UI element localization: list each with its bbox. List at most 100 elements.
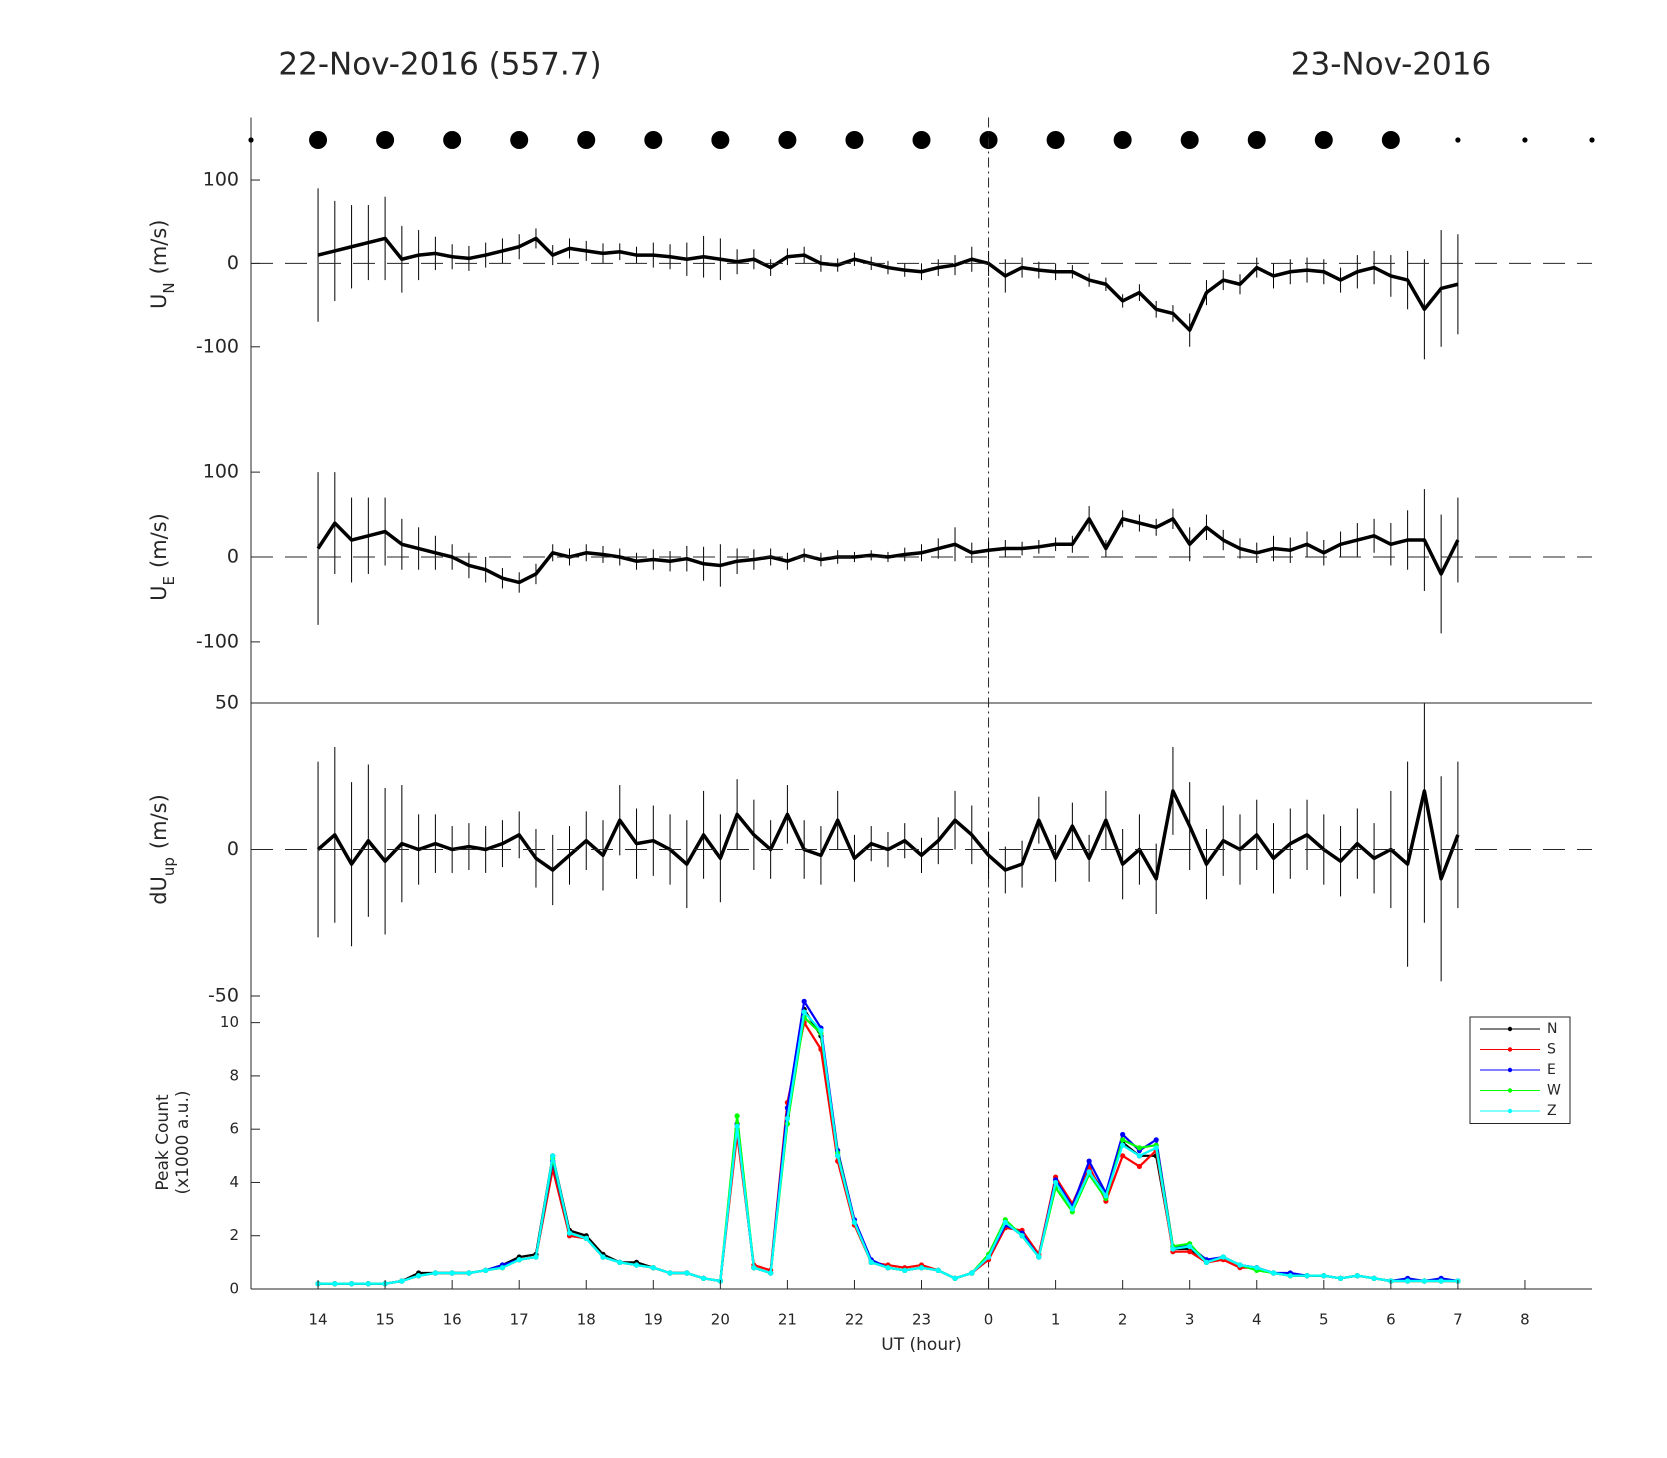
series-point [650,1265,656,1271]
plot-area [316,703,1460,982]
hour-dot [510,131,529,149]
legend-marker [1507,1108,1513,1114]
y-tick-label: -100 [196,335,239,357]
y-tick-label: 8 [229,1066,239,1084]
x-tick-label: 23 [912,1311,931,1329]
x-tick-label: 6 [1386,1311,1396,1329]
x-tick-label: 18 [577,1311,596,1329]
hour-dot [845,131,864,149]
series-point [348,1281,355,1287]
series-line [318,1016,1458,1285]
series-point [566,1230,573,1236]
legend-label: N [1547,1021,1557,1037]
y-tick-label: 10 [220,1013,239,1031]
hour-dot [1455,137,1461,143]
series-point [1153,1137,1159,1143]
series-point [1321,1273,1327,1279]
series-point [617,1259,623,1265]
hour-dot [1522,137,1528,143]
series-point [1170,1246,1176,1252]
series-point [633,1262,640,1268]
legend-label: E [1547,1062,1556,1078]
x-tick-label: 15 [376,1311,395,1329]
series-point [1002,1219,1008,1226]
data-line [317,236,1459,332]
y-label-sub: up [160,857,178,876]
data-line [316,517,1460,585]
y-tick-label: 0 [229,1280,239,1298]
series-point [1187,1243,1193,1249]
series-line [318,1000,1459,1285]
hour-dot [711,131,730,149]
series-point [885,1265,891,1271]
series-point [684,1270,690,1276]
y-axis-label: dUup (m/s) [147,794,178,905]
series-point [1120,1153,1126,1159]
hour-dot [248,137,254,143]
y-axis-label: UE (m/s) [147,513,178,601]
legend-label: S [1547,1042,1556,1058]
hour-dot [778,131,797,149]
x-tick-label: 17 [510,1311,529,1329]
y-label-sub: E [160,576,178,585]
series-point [985,1254,992,1260]
series-line [318,1008,1458,1285]
series-point [1304,1273,1310,1279]
series-point [1220,1254,1226,1260]
series-point [700,1275,707,1281]
x-axis-label: UT (hour) [881,1335,961,1355]
y-label-unit: (m/s) [147,794,171,849]
x-tick-label: 1 [1051,1311,1061,1329]
hour-dot [443,131,462,149]
x-tick-label: 21 [778,1311,797,1329]
y-tick-label: 0 [227,838,239,860]
series-point [868,1259,874,1265]
series-point [1270,1270,1277,1276]
y-tick-label: 100 [203,169,239,191]
hour-dot [912,131,931,149]
series-point [784,1115,791,1122]
hour-dot [1046,131,1065,149]
y-tick-label: 4 [229,1173,239,1191]
y-tick-label: 50 [215,692,239,714]
hour-dot [644,131,663,149]
series-point [416,1273,422,1279]
series-point [399,1278,405,1284]
x-tick-label: 20 [711,1311,730,1329]
series-point [1203,1259,1210,1265]
series-point [332,1281,338,1287]
y-label-main: U [147,294,171,309]
series-point [1405,1278,1411,1284]
series-point [1337,1275,1344,1281]
y-axis-label: UN (m/s) [147,220,178,309]
y-tick-label: -100 [196,630,239,652]
series-point [1136,1153,1143,1159]
legend-label: W [1547,1083,1561,1099]
legend-label: Z [1547,1103,1557,1119]
series-point [1069,1206,1075,1212]
hour-dot [1314,131,1333,149]
series-point [902,1267,908,1273]
x-tick-label: 4 [1252,1311,1262,1329]
series-point [969,1270,975,1276]
x-tick-label: 16 [443,1311,462,1329]
series-point [1438,1278,1444,1284]
series-point [818,1028,824,1034]
series-line [318,1010,1458,1285]
y-axis-label: (x1000 a.u.) [173,1091,193,1195]
legend-marker [1507,1047,1513,1052]
series-point [449,1270,455,1276]
series-point [751,1265,757,1271]
series-point [1019,1233,1025,1239]
y-axis-label: Peak Count [153,1094,173,1191]
hour-dot [1247,131,1266,149]
x-tick-label: 7 [1453,1311,1463,1329]
series-point [1036,1254,1042,1260]
x-tick-label: 22 [845,1311,864,1329]
series-point [1120,1137,1126,1143]
hour-dot [577,131,596,149]
series-point [801,1009,807,1015]
y-tick-label: 6 [229,1120,239,1138]
series-point [835,1153,841,1159]
